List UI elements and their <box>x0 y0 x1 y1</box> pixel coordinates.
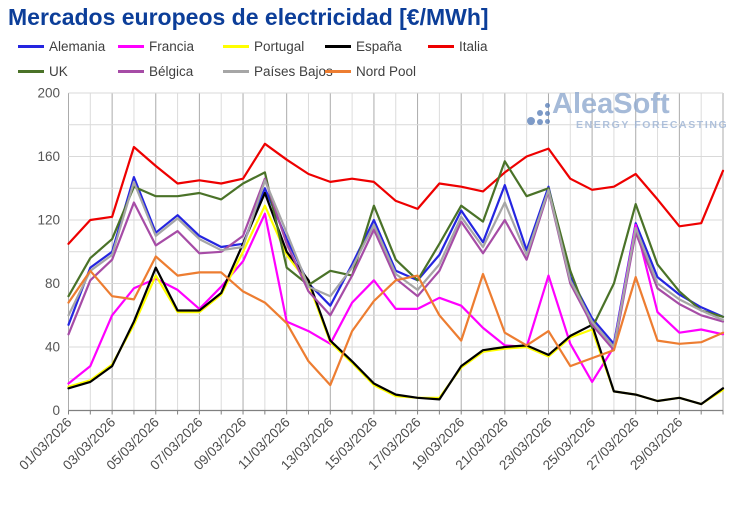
series-lines <box>67 142 725 406</box>
legend-item-alemania[interactable]: Alemania <box>18 36 118 56</box>
legend-label-francia: Francia <box>149 38 195 54</box>
svg-text:200: 200 <box>37 86 60 101</box>
legend-label-nord-pool: Nord Pool <box>356 63 417 79</box>
horizontal-gridlines <box>68 92 723 380</box>
legend-item-espana[interactable]: España <box>325 36 428 56</box>
legend-swatch-italia <box>428 44 454 48</box>
legend-swatch-francia <box>118 44 144 48</box>
legend-label-alemania: Alemania <box>49 38 106 54</box>
legend-swatch-alemania <box>18 44 44 48</box>
legend-label-belgica: Bélgica <box>149 63 194 79</box>
legend-item-paises-bajos[interactable]: Países Bajos <box>223 61 333 81</box>
series-line-uk[interactable] <box>67 160 725 329</box>
legend-swatch-uk <box>18 69 44 73</box>
legend-label-espana: España <box>356 38 402 54</box>
legend-item-belgica[interactable]: Bélgica <box>118 61 223 81</box>
series-line-italia[interactable] <box>67 142 725 245</box>
legend-swatch-portugal <box>223 44 249 48</box>
svg-text:120: 120 <box>37 213 60 228</box>
legend-item-portugal[interactable]: Portugal <box>223 36 325 56</box>
series-line-espana[interactable] <box>67 191 725 406</box>
x-axis <box>68 409 724 415</box>
svg-text:80: 80 <box>45 276 60 291</box>
legend-item-uk[interactable]: UK <box>18 61 118 81</box>
svg-text:0: 0 <box>52 403 60 418</box>
legend-item-nord-pool[interactable]: Nord Pool <box>325 61 428 81</box>
legend-swatch-nord-pool <box>325 69 351 73</box>
page-title: Mercados europeos de electricidad [€/MWh… <box>8 4 489 30</box>
legend-label-italia: Italia <box>459 38 488 54</box>
legend-label-uk: UK <box>49 63 68 79</box>
legend-swatch-paises-bajos <box>223 69 249 73</box>
legend-label-paises-bajos: Países Bajos <box>254 63 333 79</box>
legend-item-francia[interactable]: Francia <box>118 36 223 56</box>
svg-text:40: 40 <box>45 340 60 355</box>
svg-text:160: 160 <box>37 149 60 164</box>
series-line-nord-pool[interactable] <box>67 255 725 387</box>
x-axis-labels: 01/03/202603/03/202605/03/202607/03/2026… <box>16 415 685 473</box>
legend-item-italia[interactable]: Italia <box>428 36 730 56</box>
legend-label-portugal: Portugal <box>254 38 305 54</box>
chart-legend: Alemania Francia Portugal España Italia UK Bél… <box>0 36 730 81</box>
legend-swatch-espana <box>325 44 351 48</box>
legend-swatch-belgica <box>118 69 144 73</box>
y-axis-labels: 0 40 80 120 160 200 <box>37 86 60 419</box>
